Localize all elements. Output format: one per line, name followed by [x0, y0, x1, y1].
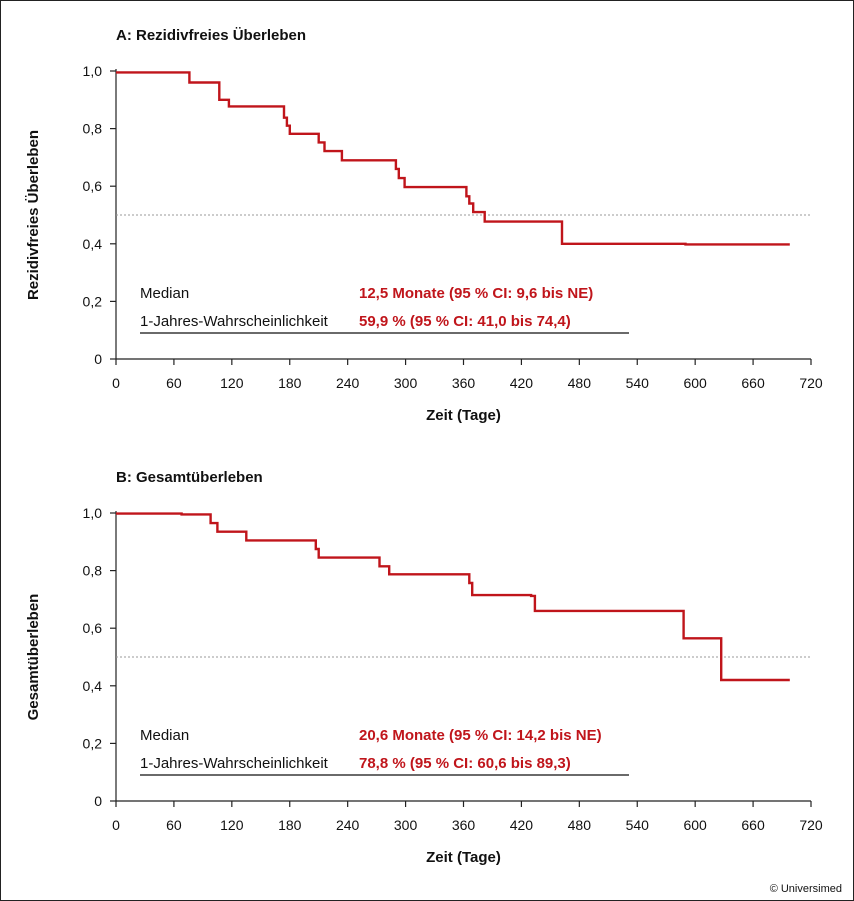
- panel-a-median-value: 12,5 Monate (95 % CI: 9,6 bis NE): [359, 285, 593, 302]
- panel-a-y-tick-label: 0,4: [83, 236, 103, 252]
- panel-b-x-tick-label: 0: [112, 817, 120, 833]
- panel-a-y-axis-label: Rezidivfreies Überleben: [25, 130, 42, 300]
- panel-a-x-tick-label: 660: [741, 375, 765, 391]
- panel-a-x-tick-label: 480: [568, 375, 592, 391]
- panel-a-x-axis-label: Zeit (Tage): [426, 407, 501, 424]
- copyright-notice: © Universimed: [769, 883, 842, 895]
- panel-a-x-tick-label: 720: [799, 375, 823, 391]
- panel-b-x-tick-label: 720: [799, 817, 823, 833]
- panel-b-x-tick-label: 60: [166, 817, 182, 833]
- panel-b-y-axis-label: Gesamtüberleben: [25, 594, 42, 721]
- panel-b-oneyear-label: 1-Jahres-Wahrscheinlichkeit: [140, 755, 329, 772]
- panel-a-x-tick-label: 300: [394, 375, 418, 391]
- panel-a-y-tick-label: 0,6: [83, 178, 103, 194]
- panel-b-x-tick-label: 660: [741, 817, 765, 833]
- panel-b-x-axis-label: Zeit (Tage): [426, 849, 501, 866]
- panel-b-survival-curve-0: [116, 512, 790, 682]
- panel-b-median-value: 20,6 Monate (95 % CI: 14,2 bis NE): [359, 727, 602, 744]
- panel-b-x-tick-label: 540: [626, 817, 650, 833]
- panel-b-y-tick-label: 1,0: [83, 505, 103, 521]
- panel-b-oneyear-value: 78,8 % (95 % CI: 60,6 bis 89,3): [359, 755, 571, 772]
- panel-a-oneyear-label: 1-Jahres-Wahrscheinlichkeit: [140, 313, 329, 330]
- panel-b-x-tick-label: 240: [336, 817, 360, 833]
- panel-a-median-label: Median: [140, 285, 189, 302]
- panel-a-title: A: Rezidivfreies Überleben: [116, 27, 306, 44]
- panel-b-x-tick-label: 360: [452, 817, 476, 833]
- panel-a-x-tick-label: 60: [166, 375, 182, 391]
- panel-b-y-tick-label: 0,6: [83, 620, 103, 636]
- panel-b-x-tick-label: 300: [394, 817, 418, 833]
- panel-a-x-tick-label: 180: [278, 375, 302, 391]
- panel-a-x-tick-label: 600: [683, 375, 707, 391]
- panel-a-x-tick-label: 360: [452, 375, 476, 391]
- panel-b-x-tick-label: 180: [278, 817, 302, 833]
- panel-a-oneyear-value: 59,9 % (95 % CI: 41,0 bis 74,4): [359, 313, 571, 330]
- panel-b-y-tick-label: 0: [94, 793, 102, 809]
- panel-a-x-tick-label: 420: [510, 375, 534, 391]
- panel-a-survival-curve-0: [116, 71, 790, 246]
- panel-b-median-label: Median: [140, 727, 189, 744]
- panel-b-y-tick-label: 0,2: [83, 735, 103, 751]
- panel-b-x-tick-label: 480: [568, 817, 592, 833]
- panel-b-x-tick-label: 120: [220, 817, 244, 833]
- panel-a-y-tick-label: 0,2: [83, 293, 103, 309]
- panel-b-y-tick-label: 0,4: [83, 678, 103, 694]
- panel-b-x-tick-label: 420: [510, 817, 534, 833]
- panel-a-x-tick-label: 120: [220, 375, 244, 391]
- panel-a-x-tick-label: 540: [626, 375, 650, 391]
- panel-b-title: B: Gesamtüberleben: [116, 469, 263, 486]
- panel-a-y-tick-label: 0: [94, 351, 102, 367]
- panel-a-y-tick-label: 0,8: [83, 121, 103, 137]
- panel-b-y-tick-label: 0,8: [83, 563, 103, 579]
- panel-b-x-tick-label: 600: [683, 817, 707, 833]
- panel-a-x-tick-label: 240: [336, 375, 360, 391]
- panel-a-y-tick-label: 1,0: [83, 63, 103, 79]
- panel-a-x-tick-label: 0: [112, 375, 120, 391]
